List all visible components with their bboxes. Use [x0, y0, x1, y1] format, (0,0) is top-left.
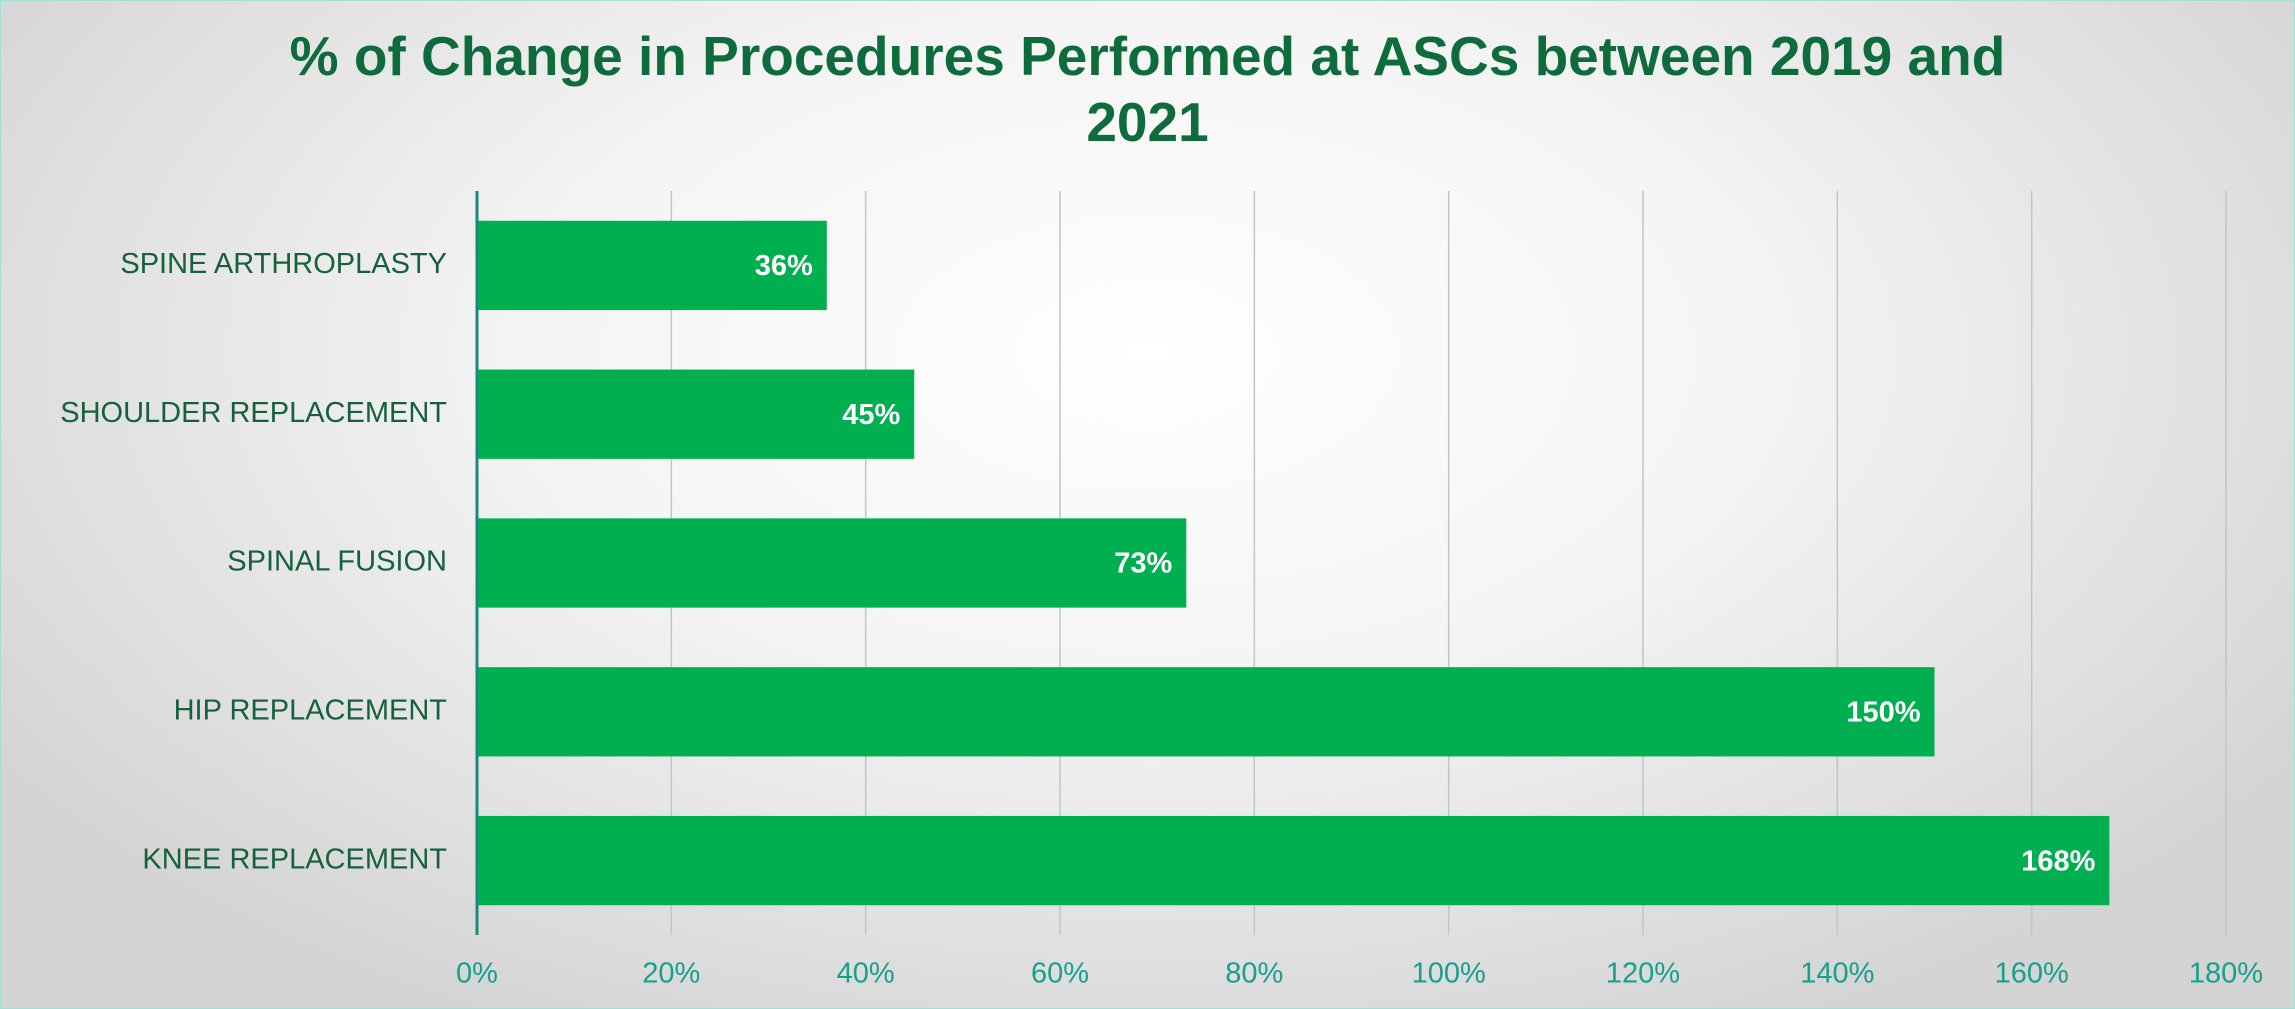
x-tick-label: 0%	[456, 958, 498, 990]
bar	[477, 220, 827, 311]
x-tick-label: 100%	[1412, 958, 1486, 990]
y-tick-label: SHOULDER REPLACEMENT	[60, 397, 447, 429]
x-tick-label: 160%	[1995, 958, 2069, 990]
chart-title: % of Change in Procedures Performed at A…	[289, 25, 2006, 153]
y-tick-label: SPINE ARTHROPLASTY	[120, 248, 447, 280]
x-tick-label: 140%	[1800, 958, 1874, 990]
bar	[477, 518, 1187, 608]
value-label: 150%	[1846, 696, 1920, 728]
value-label: 168%	[2021, 845, 2095, 877]
x-tick-label: 120%	[1606, 958, 1680, 990]
x-tick-label: 40%	[837, 958, 895, 990]
value-label: 45%	[842, 399, 900, 431]
bar	[477, 667, 1935, 757]
bar	[477, 815, 2110, 906]
x-tick-label: 80%	[1225, 958, 1283, 990]
y-tick-label: SPINAL FUSION	[227, 546, 447, 578]
bar	[477, 369, 915, 459]
y-tick-label: HIP REPLACEMENT	[174, 694, 448, 726]
value-label: 73%	[1114, 548, 1172, 580]
y-tick-label: KNEE REPLACEMENT	[142, 843, 447, 875]
x-tick-label: 20%	[642, 958, 700, 990]
x-tick-label: 60%	[1031, 958, 1089, 990]
value-label: 36%	[755, 250, 813, 282]
x-tick-label: 180%	[2189, 958, 2263, 990]
